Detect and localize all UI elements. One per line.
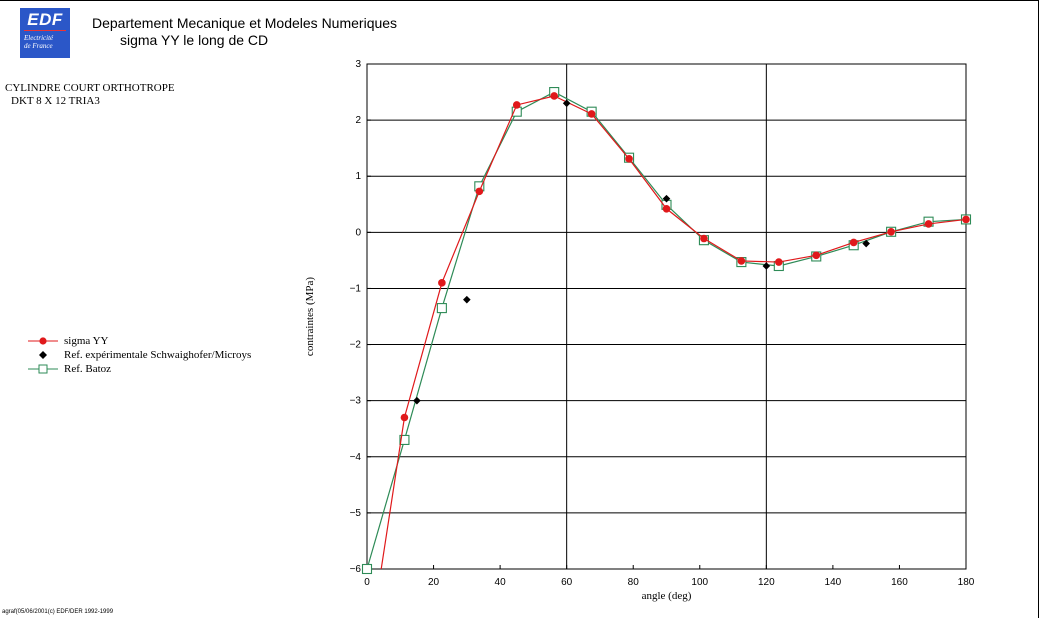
- y-tick-label: 2: [355, 115, 361, 126]
- data-point-sigma: [887, 227, 895, 236]
- y-tick-label: 0: [355, 227, 361, 238]
- x-tick-label: 100: [691, 577, 708, 588]
- logo-text: EDF: [27, 10, 63, 29]
- series-line-batoz: [367, 91, 966, 569]
- grid-lines: [367, 64, 966, 569]
- y-tick-label: −4: [350, 452, 362, 463]
- y-tick-label: −5: [350, 508, 362, 519]
- x-tick-label: 0: [364, 577, 370, 588]
- y-tick-label: 3: [355, 59, 361, 70]
- x-tick-label: 120: [758, 577, 775, 588]
- logo-subtext-line-1: Electricité: [24, 34, 54, 42]
- data-point-experimental: [662, 194, 671, 203]
- x-axis-label: angle (deg): [642, 590, 692, 602]
- y-tick-label: −6: [350, 564, 362, 575]
- legend-symbol-sigma: [28, 337, 58, 345]
- y-tick-label: −2: [350, 340, 362, 351]
- data-point-sigma: [924, 220, 933, 228]
- data-point-sigma: [550, 92, 558, 100]
- legend-symbol-batoz: [28, 364, 58, 374]
- legend-label-experimental: Ref. expérimentale Schwaighofer/Microys: [64, 349, 252, 361]
- x-tick-label: 40: [495, 577, 507, 588]
- logo-rule: [24, 30, 66, 31]
- page-title: Departement Mecanique et Modeles Numeriq…: [92, 15, 398, 31]
- data-point-batoz: [361, 563, 373, 575]
- data-point-sigma: [737, 257, 746, 265]
- y-axis-label: contraintes (MPa): [304, 277, 316, 356]
- series-layer: [361, 87, 972, 575]
- y-tick-label: −1: [350, 283, 362, 294]
- x-tick-label: 140: [825, 577, 842, 588]
- data-point-sigma: [400, 413, 409, 422]
- data-point-batoz: [436, 303, 447, 314]
- data-point-sigma: [775, 258, 783, 266]
- data-point-experimental: [562, 99, 571, 108]
- y-tick-label: −3: [350, 396, 362, 407]
- data-point-sigma: [438, 279, 446, 287]
- x-tick-label: 20: [428, 577, 440, 588]
- data-point-sigma: [812, 251, 821, 260]
- data-point-sigma: [700, 234, 708, 243]
- case-info-line-2: DKT 8 X 12 TRIA3: [11, 95, 100, 107]
- data-point-experimental: [862, 239, 870, 248]
- data-point-sigma: [849, 238, 858, 247]
- footer-copyright: agraf(05/06/2001(c) EDF/DER 1992-1999: [2, 609, 114, 615]
- data-point-experimental: [413, 396, 421, 405]
- x-tick-label: 160: [891, 577, 908, 588]
- logo-subtext-line-2: de France: [24, 42, 53, 50]
- axis-ticks: 0 20 40 60 80 100 120 140 160 180 3 2 1 0 −1 −2 −3 −4 −5 −6: [350, 59, 975, 588]
- y-tick-label: 1: [355, 171, 361, 182]
- x-tick-label: 80: [628, 577, 640, 588]
- logo-subtext: Electricité de France: [24, 34, 53, 50]
- x-tick-label: 60: [561, 577, 573, 588]
- data-point-experimental: [762, 262, 771, 270]
- case-info-line-1: CYLINDRE COURT ORTHOTROPE: [5, 82, 175, 94]
- edf-logo: EDF Electricité de France: [20, 8, 70, 58]
- legend-symbol-experimental: [39, 351, 47, 359]
- chart-subtitle: sigma YY le long de CD: [120, 32, 269, 48]
- plot-frame: [366, 63, 967, 570]
- data-point-sigma: [512, 101, 521, 109]
- data-point-sigma: [662, 204, 671, 213]
- x-tick-label: 180: [958, 577, 975, 588]
- data-point-sigma: [625, 155, 633, 163]
- data-point-batoz: [399, 434, 410, 445]
- data-point-sigma: [587, 110, 596, 118]
- data-point-sigma: [475, 187, 484, 196]
- legend-label-batoz: Ref. Batoz: [64, 363, 112, 375]
- legend-label-sigma: sigma YY: [64, 335, 109, 347]
- data-point-sigma: [962, 215, 970, 224]
- data-point-experimental: [463, 295, 471, 304]
- series-line-sigma: [380, 95, 966, 569]
